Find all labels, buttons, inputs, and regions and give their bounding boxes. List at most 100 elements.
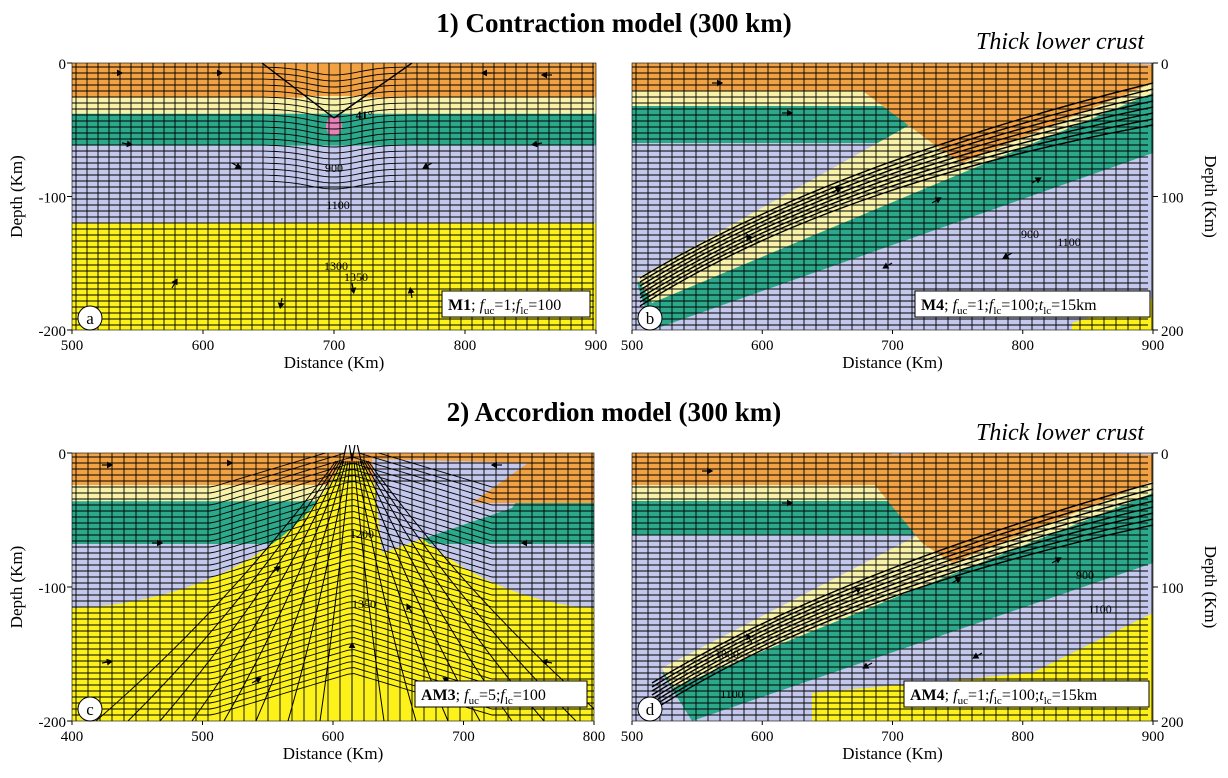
depth-tick-label: -200 — [39, 324, 67, 340]
parameter-value: =15km — [1051, 297, 1097, 314]
parameter-subscript: lc — [994, 695, 1002, 707]
distance-tick-label: 700 — [323, 338, 346, 354]
parameter-subscript: lc — [520, 305, 528, 317]
mesh-line — [72, 589, 594, 632]
velocity-arrowhead — [217, 69, 224, 77]
right-crust — [472, 453, 594, 503]
mesh-line — [72, 571, 594, 614]
parameter-value: =1; — [494, 297, 515, 314]
parameter-symbol: f — [989, 687, 996, 704]
velocity-arrowhead — [972, 652, 980, 659]
isotherm-label: 1100 — [1088, 602, 1112, 616]
depth-tick-label: 0 — [59, 57, 67, 73]
model-label: M1; fuc=1;flc=100 — [448, 297, 561, 317]
panel-letter: b — [646, 309, 655, 328]
mesh-line — [72, 559, 594, 602]
contraction-model-title: 1) Contraction model (300 km) — [436, 8, 792, 38]
parameter-symbol: t — [1039, 297, 1044, 314]
flow-line — [639, 124, 1153, 307]
parameter-value: =1; — [968, 687, 989, 704]
mesh-line — [72, 126, 594, 136]
mesh-line — [72, 535, 594, 578]
velocity-arrowhead — [171, 278, 178, 286]
velocity-arrowhead — [348, 641, 356, 648]
accordion-model-title: 2) Accordion model (300 km) — [446, 397, 782, 427]
velocity-arrowhead — [126, 140, 134, 148]
mesh-line — [72, 601, 594, 644]
distance-axis-label: Distance (Km) — [842, 744, 943, 763]
isotherm-label: 1100 — [1057, 235, 1081, 249]
isotherm-label: 1350 — [344, 270, 368, 284]
flow-line — [639, 82, 1153, 279]
mesh-line — [72, 72, 594, 82]
velocity-arrowhead — [480, 69, 487, 77]
parameter-value: ; — [456, 687, 464, 704]
mesh-line — [72, 511, 594, 554]
plot-area — [72, 63, 596, 330]
velocity-arrows — [101, 459, 553, 684]
parameter-symbol: t — [1039, 687, 1044, 704]
isotherm-label: 900 — [1076, 568, 1094, 582]
flow-line — [639, 118, 1153, 303]
parameter-subscript: uc — [469, 695, 480, 707]
distance-axis-label: Distance (Km) — [283, 744, 384, 763]
flow-line — [255, 460, 347, 721]
flow-line — [639, 100, 1153, 291]
distance-tick-label: 600 — [192, 338, 215, 354]
velocity-arrowhead — [1054, 557, 1062, 564]
mesh-line — [72, 565, 594, 608]
velocity-arrowhead — [787, 109, 794, 117]
velocity-arrows — [712, 79, 1042, 269]
flow-line — [639, 88, 1153, 283]
distance-tick-label: 900 — [1142, 729, 1165, 745]
mesh-line — [72, 673, 594, 716]
mesh-line — [72, 174, 594, 184]
isotherm-label: 900 — [1021, 227, 1039, 241]
panel-b-contraction-m4: 0 100 200 Depth (Km) 500 600 700 800 900 Distance… — [621, 57, 1220, 372]
parameter-value: =15km — [1052, 687, 1098, 704]
parameter-symbol: f — [500, 687, 507, 704]
mesh-line — [72, 487, 594, 530]
velocity-arrowhead — [106, 658, 114, 666]
distance-tick-label: 500 — [621, 729, 644, 745]
mesh-line — [72, 469, 594, 512]
flow-line — [319, 460, 351, 721]
depth-axis-label: Depth (Km) — [7, 155, 26, 238]
velocity-arrowhead — [1034, 177, 1042, 184]
parameter-value: ; — [944, 297, 952, 314]
parameter-symbol: f — [464, 687, 471, 704]
velocity-arrows — [702, 467, 1062, 669]
flow-line — [651, 512, 1153, 704]
thick-lower-crust-note-bottom: Thick lower crust — [976, 420, 1144, 446]
velocity-arrowhead — [254, 677, 262, 684]
velocity-arrowhead — [717, 79, 724, 87]
parameter-value: =100 — [528, 297, 561, 314]
mesh-line — [72, 180, 594, 190]
velocity-arrowhead — [490, 461, 497, 469]
model-label: M4; fuc=1;flc=100;tlc=15km — [921, 297, 1097, 317]
flow-line — [353, 460, 385, 721]
distance-tick-label: 800 — [454, 338, 477, 354]
depth-axis-label: Depth (Km) — [1201, 155, 1220, 238]
distance-axis-label: Distance (Km) — [842, 353, 943, 372]
parameter-subscript: lc — [993, 305, 1001, 317]
depth-tick-label: 0 — [1161, 447, 1169, 463]
velocity-arrowhead — [422, 162, 430, 169]
velocity-arrowhead — [862, 662, 870, 669]
isotherm-label: 1100 — [720, 687, 744, 701]
flow-line — [159, 460, 341, 721]
parameter-subscript: lc — [1043, 305, 1051, 317]
flow-line — [127, 460, 339, 721]
velocity-arrowhead — [273, 565, 281, 573]
parameter-symbol: f — [480, 297, 487, 314]
depth-axis-label: Depth (Km) — [1201, 546, 1220, 629]
mesh-line — [72, 102, 594, 112]
mesh-line — [72, 553, 594, 596]
panel-c-accordion-am3: 0 -100 -200 Depth (Km) 400 500 600 700 800 Distan… — [7, 445, 605, 763]
parameter-value: ; — [471, 297, 479, 314]
mesh-line — [72, 144, 594, 154]
mesh-line — [72, 90, 594, 100]
mesh-line — [72, 96, 594, 106]
distance-tick-label: 500 — [61, 338, 84, 354]
deformation-mesh — [72, 63, 594, 330]
